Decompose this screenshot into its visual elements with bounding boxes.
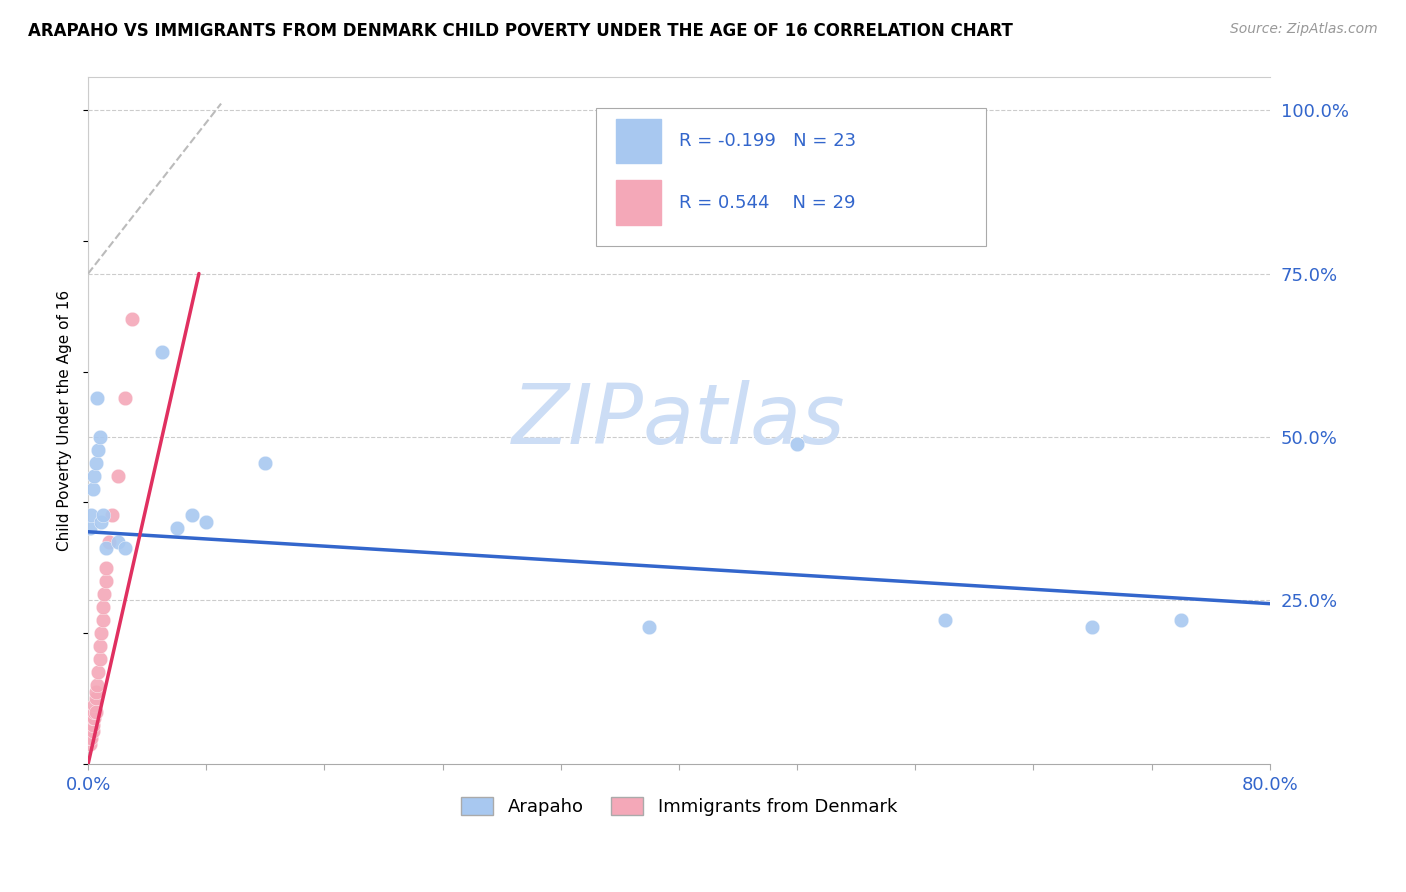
Point xyxy=(114,541,136,555)
Point xyxy=(84,456,107,470)
Point xyxy=(84,691,107,706)
Point xyxy=(84,705,107,719)
Point xyxy=(1170,613,1192,627)
Point xyxy=(166,521,188,535)
Point xyxy=(94,560,117,574)
Point xyxy=(79,521,101,535)
Point xyxy=(90,626,112,640)
Point xyxy=(91,508,114,523)
Point xyxy=(638,619,661,633)
Point xyxy=(150,345,173,359)
Point xyxy=(87,665,110,680)
Text: ARAPAHO VS IMMIGRANTS FROM DENMARK CHILD POVERTY UNDER THE AGE OF 16 CORRELATION: ARAPAHO VS IMMIGRANTS FROM DENMARK CHILD… xyxy=(28,22,1012,40)
Point xyxy=(84,685,107,699)
Point xyxy=(83,711,105,725)
FancyBboxPatch shape xyxy=(596,108,986,245)
Point xyxy=(87,443,110,458)
Point xyxy=(94,541,117,555)
Point xyxy=(80,717,103,731)
Point xyxy=(80,508,103,523)
Point xyxy=(107,534,129,549)
Point xyxy=(82,717,104,731)
Text: R = -0.199   N = 23: R = -0.199 N = 23 xyxy=(679,132,856,150)
Point xyxy=(80,731,103,745)
Point xyxy=(934,613,956,627)
Point xyxy=(97,534,120,549)
Point xyxy=(101,508,124,523)
Point xyxy=(121,312,143,326)
Point xyxy=(89,639,111,653)
Point xyxy=(83,469,105,483)
Point xyxy=(79,724,101,739)
Point xyxy=(195,515,218,529)
Point xyxy=(114,391,136,405)
Point xyxy=(79,731,101,745)
Point xyxy=(82,724,104,739)
Point xyxy=(254,456,277,470)
Point xyxy=(93,587,115,601)
Point xyxy=(79,737,101,751)
Bar xyxy=(616,180,661,225)
Point xyxy=(180,508,202,523)
Point xyxy=(1081,619,1104,633)
Point xyxy=(89,430,111,444)
Legend: Arapaho, Immigrants from Denmark: Arapaho, Immigrants from Denmark xyxy=(454,789,904,823)
Point xyxy=(86,391,108,405)
Text: R = 0.544    N = 29: R = 0.544 N = 29 xyxy=(679,194,855,211)
Point xyxy=(86,678,108,692)
Point xyxy=(107,469,129,483)
Point xyxy=(82,483,104,497)
Point xyxy=(91,599,114,614)
Point xyxy=(83,698,105,712)
Point xyxy=(94,574,117,588)
Point xyxy=(89,652,111,666)
Point xyxy=(91,613,114,627)
Y-axis label: Child Poverty Under the Age of 16: Child Poverty Under the Age of 16 xyxy=(58,290,72,551)
Bar xyxy=(616,119,661,163)
Point xyxy=(786,436,808,450)
Point xyxy=(83,705,105,719)
Text: Source: ZipAtlas.com: Source: ZipAtlas.com xyxy=(1230,22,1378,37)
Point xyxy=(82,711,104,725)
Point xyxy=(90,515,112,529)
Text: ZIPatlas: ZIPatlas xyxy=(512,380,846,461)
